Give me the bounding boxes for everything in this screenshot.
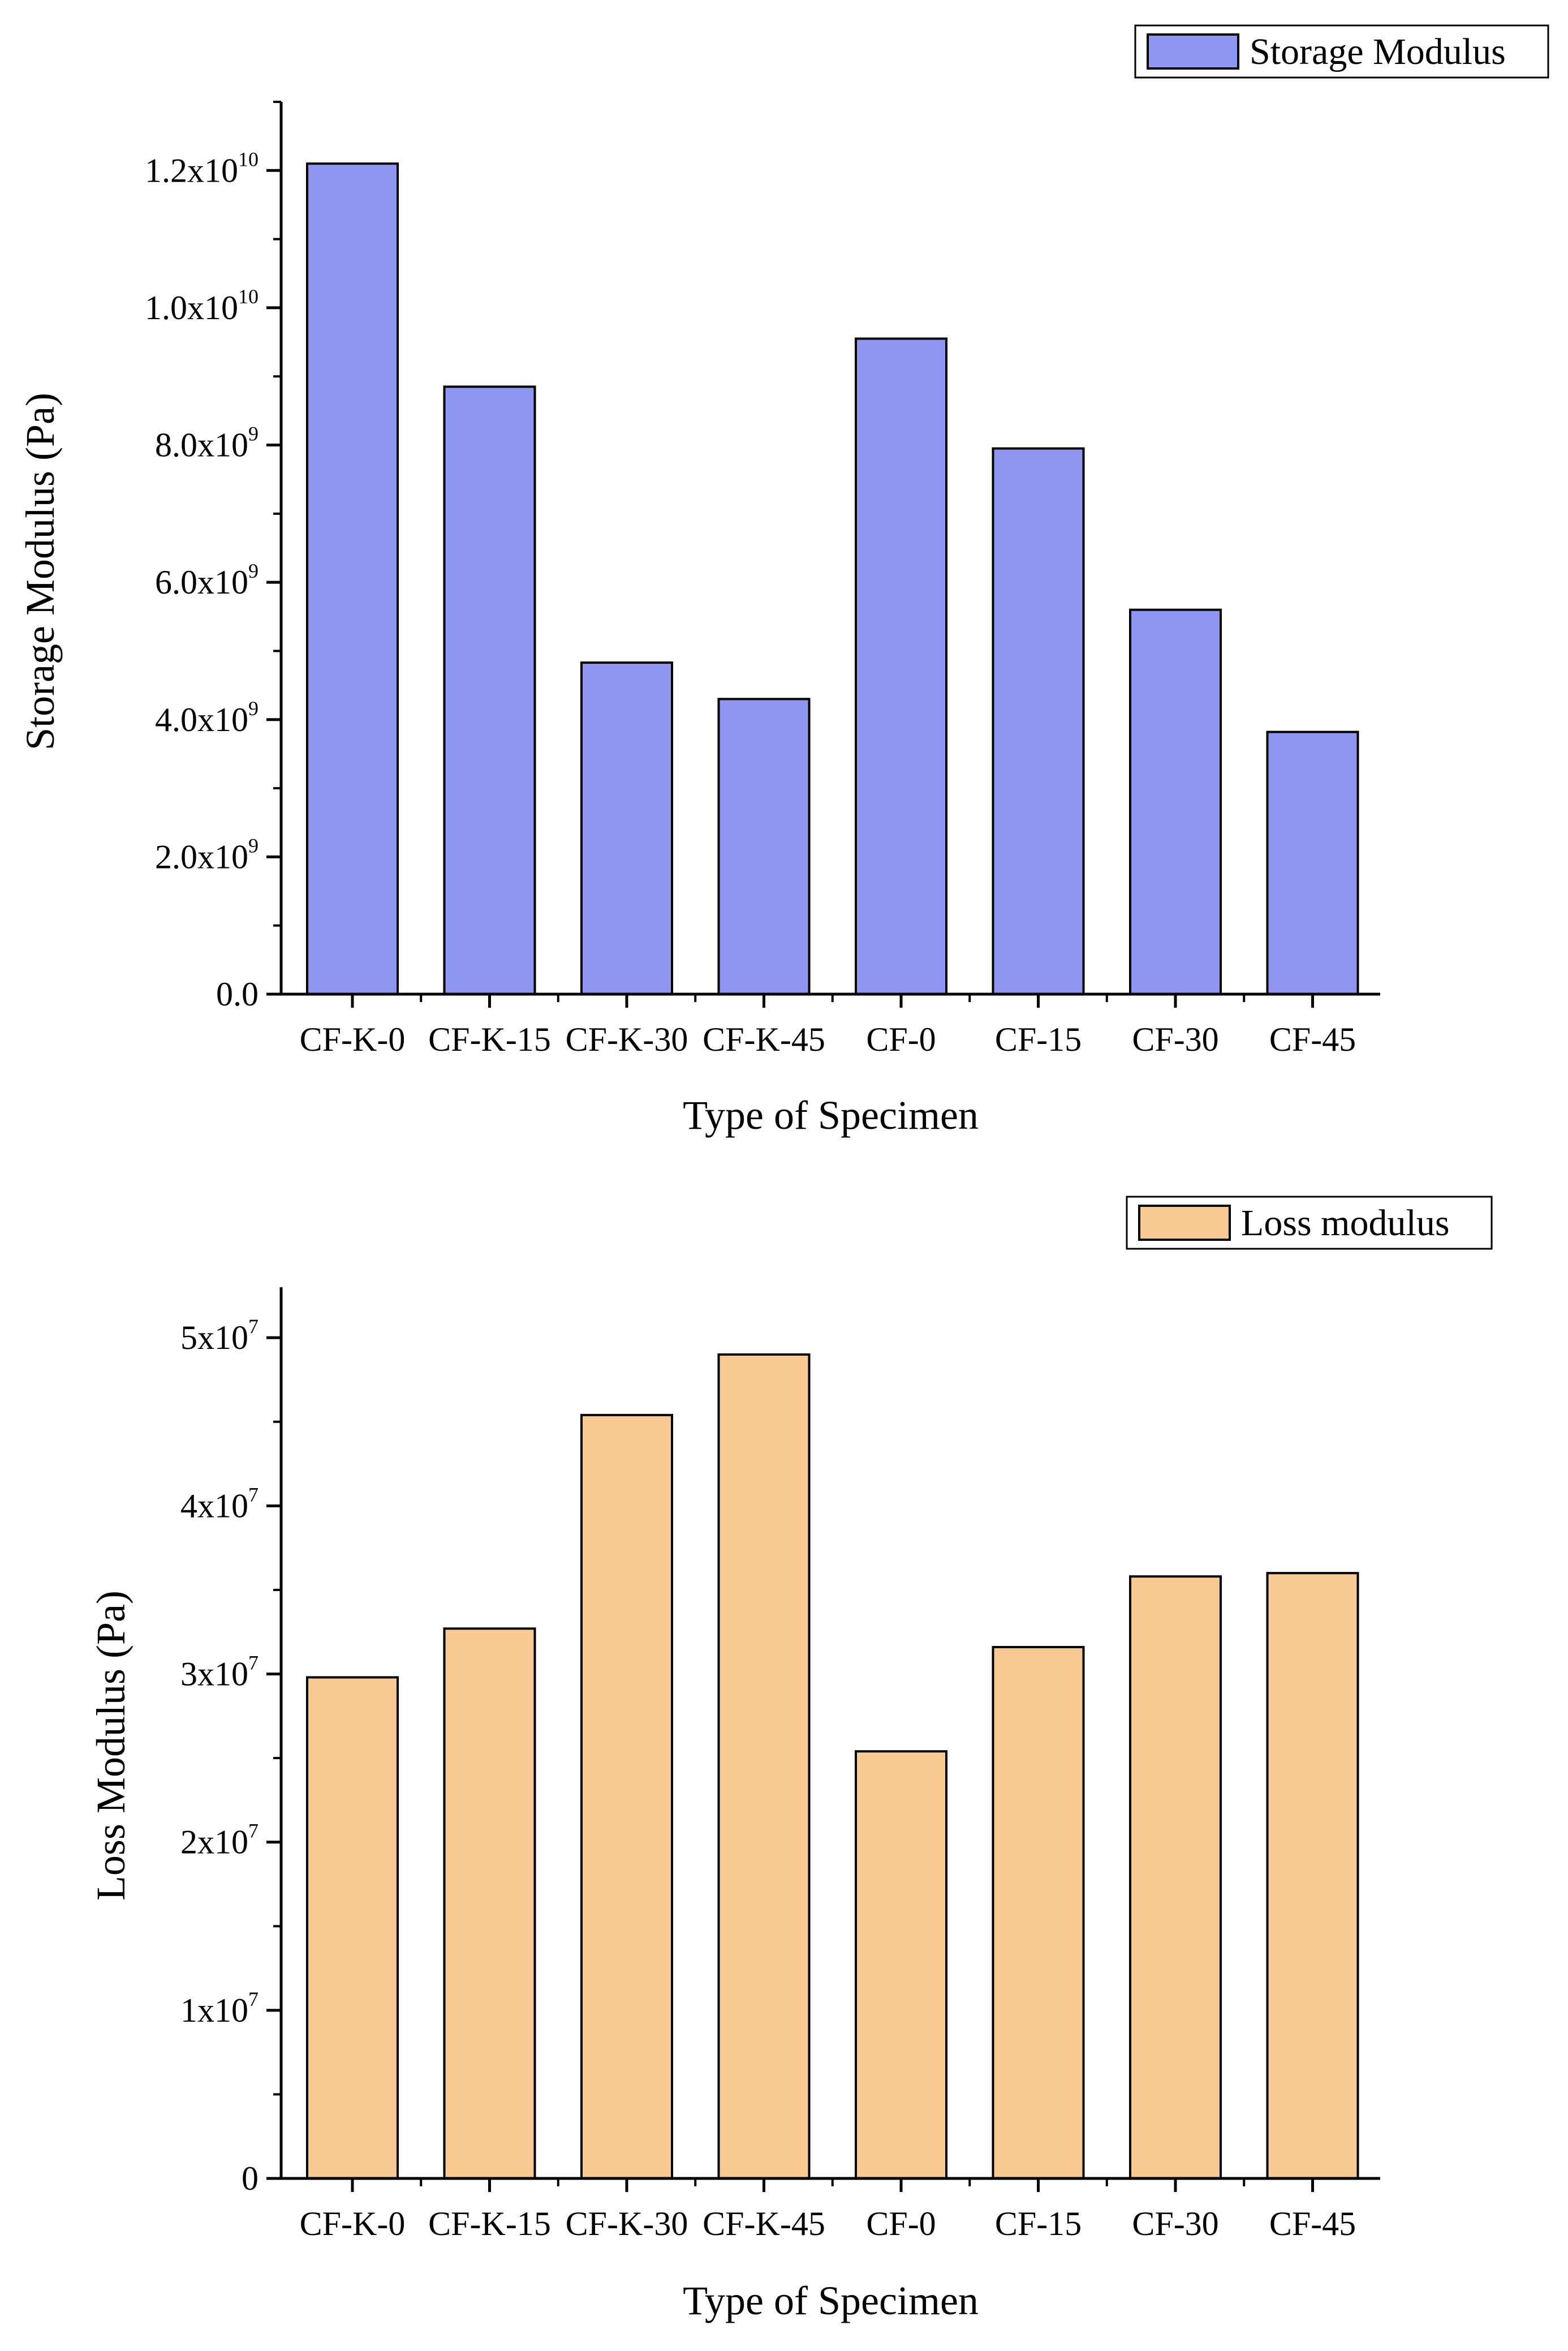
x-tick-label: CF-K-15 [428,2205,551,2242]
y-tick-mantissa: 1x10 [180,1992,248,2029]
y-tick-label: 0 [242,2160,259,2197]
y-tick-mantissa: 8.0x10 [155,427,248,464]
y-tick-exponent: 9 [248,697,259,720]
legend-swatch [1147,33,1239,70]
x-tick-label: CF-30 [1132,1021,1218,1058]
y-tick-mantissa: 4.0x10 [155,701,248,738]
bar-cf-45 [1266,1572,1359,2180]
x-axis-title: Type of Specimen [683,1093,979,1138]
legend-label: Storage Modulus [1250,31,1506,72]
y-tick-exponent: 7 [248,1820,259,1842]
bar-cf-k-0 [306,162,399,996]
bar-cf-k-0 [306,1676,399,2180]
y-tick-mantissa: 5x10 [180,1319,248,1356]
y-tick-exponent: 7 [248,1315,259,1338]
y-tick-mantissa: 6.0x10 [155,564,248,601]
y-tick-mantissa: 2x10 [180,1824,248,1861]
x-tick-label: CF-K-30 [566,1021,688,1058]
bar-cf-k-45 [717,698,811,995]
y-tick-label: 0.0 [216,975,259,1013]
x-tick-label: CF-15 [995,2205,1082,2242]
y-tick-label: 2.0x109 [155,834,259,875]
bar-cf-45 [1266,730,1359,995]
legend-label: Loss modulus [1241,1202,1450,1244]
x-tick-label: CF-K-0 [300,2205,406,2242]
y-tick-mantissa: 1.2x10 [145,152,238,189]
y-tick-label: 1.2x1010 [145,148,259,189]
y-tick-exponent: 9 [248,834,259,857]
bar-cf-k-30 [580,1413,673,2180]
y-tick-mantissa: 0.0 [216,975,259,1013]
legend-swatch [1138,1205,1231,1241]
x-tick-label: CF-K-45 [703,2205,825,2242]
x-tick-label: CF-45 [1269,2205,1356,2242]
y-tick-label: 6.0x109 [155,560,259,601]
y-tick-label: 8.0x109 [155,423,259,464]
y-tick-exponent: 7 [248,1651,259,1674]
y-tick-mantissa: 2.0x10 [155,838,248,875]
x-axis-title: Type of Specimen [683,2278,979,2323]
y-tick-label: 5x107 [180,1315,259,1356]
x-tick-label: CF-K-15 [428,1021,551,1058]
x-tick-label: CF-K-0 [300,1021,406,1058]
legend: Storage Modulus [1134,24,1549,79]
x-tick-label: CF-0 [866,1021,936,1058]
x-tick-label: CF-15 [995,1021,1082,1058]
y-axis-title: Loss Modulus (Pa) [88,1591,133,1901]
y-tick-label: 3x107 [180,1651,259,1692]
y-tick-exponent: 7 [248,1483,259,1506]
bar-cf-0 [855,337,947,995]
bar-cf-k-30 [580,661,673,995]
y-tick-label: 4.0x109 [155,697,259,738]
bar-cf-k-15 [443,385,536,996]
x-tick-label: CF-0 [866,2205,936,2242]
bar-cf-k-15 [443,1627,536,2180]
x-tick-label: CF-K-30 [566,2205,688,2242]
y-tick-mantissa: 4x10 [180,1487,248,1524]
x-tick-label: CF-K-45 [703,1021,825,1058]
y-tick-label: 1.0x1010 [145,285,259,326]
y-tick-exponent: 9 [248,560,259,582]
bar-cf-0 [855,1750,947,2180]
y-tick-mantissa: 3x10 [180,1655,248,1692]
y-tick-label: 2x107 [180,1820,259,1861]
storage-modulus-chart: 0.02.0x1094.0x1096.0x1098.0x1091.0x10101… [18,24,1549,1138]
x-tick-label: CF-45 [1269,1021,1356,1058]
bar-cf-30 [1129,608,1222,995]
y-axis-title: Storage Modulus (Pa) [18,393,63,750]
y-tick-exponent: 10 [238,148,259,170]
bar-cf-15 [992,447,1085,995]
legend: Loss modulus [1126,1196,1493,1250]
y-tick-mantissa: 1.0x10 [145,289,238,326]
y-tick-exponent: 9 [248,423,259,445]
y-tick-exponent: 7 [248,1988,259,2010]
y-tick-label: 1x107 [180,1988,259,2029]
bar-cf-30 [1129,1575,1222,2180]
bar-cf-15 [992,1645,1085,2180]
x-tick-label: CF-30 [1132,2205,1218,2242]
y-tick-mantissa: 0 [242,2160,259,2197]
bar-cf-k-45 [717,1353,811,2180]
y-tick-label: 4x107 [180,1483,259,1524]
y-tick-exponent: 10 [238,285,259,308]
